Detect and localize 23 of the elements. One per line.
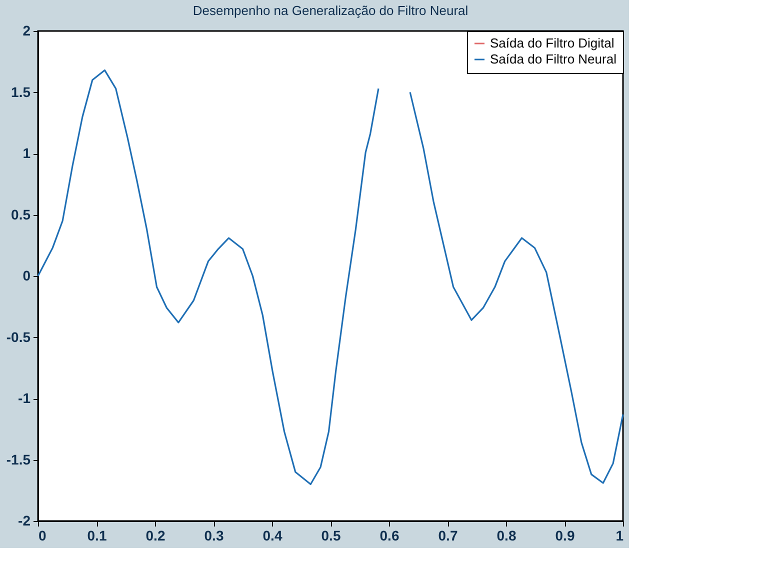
- x-tick-label: 0.8: [496, 528, 516, 544]
- x-tick-label: 0.5: [321, 528, 341, 544]
- chart-title: Desempenho na Generalização do Filtro Neural: [192, 3, 468, 18]
- y-tick-label: -2: [18, 512, 31, 528]
- y-tick-label: -0.5: [6, 328, 31, 345]
- y-tick-label: 0.5: [11, 206, 31, 222]
- legend-label: Saída do Filtro Neural: [490, 52, 617, 66]
- x-tick-label: 0.3: [204, 528, 224, 544]
- x-tick-label: 0.6: [380, 528, 400, 544]
- y-tick-label: 2: [22, 22, 31, 38]
- x-tick-label: 0.2: [146, 528, 166, 544]
- x-tick-label: 0.1: [87, 528, 107, 544]
- y-tick-label: -1.5: [6, 451, 31, 468]
- y-tick-label: 1.5: [11, 84, 31, 100]
- y-tick-label: 0: [22, 268, 31, 284]
- x-tick-label: 0.9: [555, 528, 575, 544]
- x-tick-label: 0.7: [438, 528, 458, 544]
- y-tick-label: 1: [22, 145, 31, 161]
- y-tick-label: -1: [18, 390, 31, 406]
- x-tick-label: 0.4: [262, 528, 282, 544]
- legend-label: Saída do Filtro Digital: [490, 36, 614, 50]
- x-tick-label: 0: [38, 528, 46, 544]
- x-tick-label: 1: [616, 528, 624, 544]
